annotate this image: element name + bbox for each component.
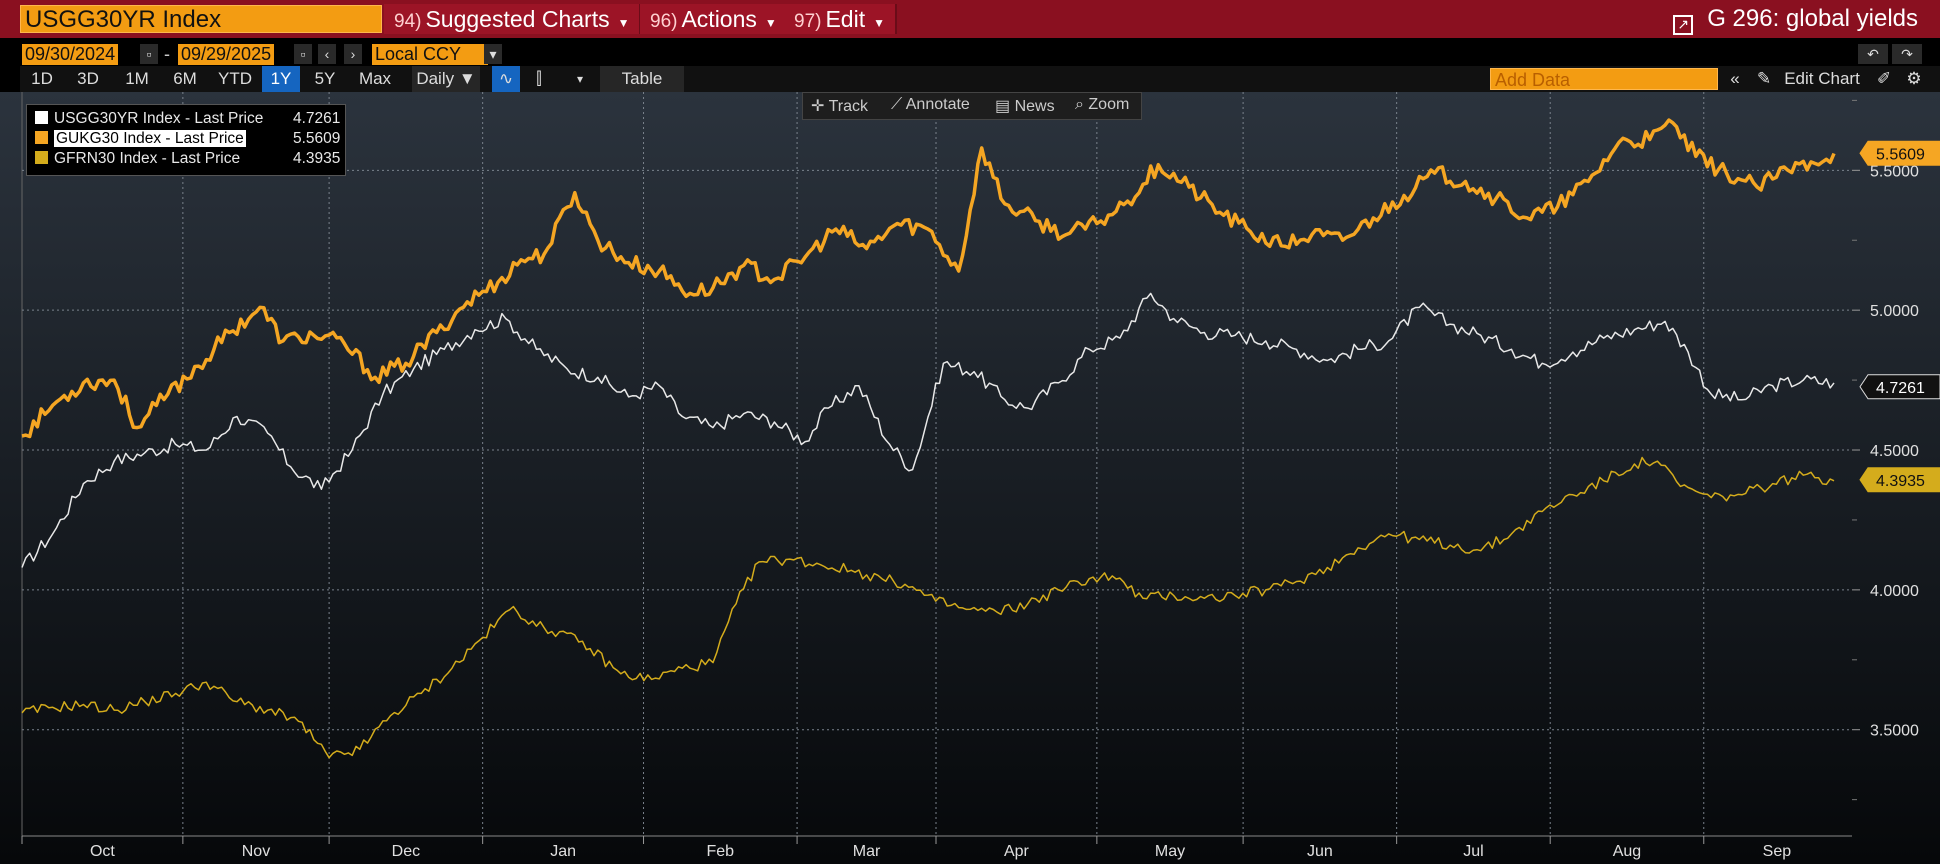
last-value-label: 4.3935 <box>1876 473 1925 490</box>
table-button[interactable]: Table <box>600 66 684 92</box>
last-value-tag: 4.7261 <box>1859 374 1940 400</box>
chart-title-area: ↗ G 296: global yields <box>1673 4 1918 35</box>
x-tick-label: Oct <box>90 843 115 860</box>
last-value-label: 4.7261 <box>1876 380 1925 397</box>
add-data-input[interactable]: Add Data <box>1490 68 1718 90</box>
legend-value: 5.5609 <box>293 130 341 147</box>
frequency-select[interactable]: Daily ▼ <box>412 66 480 92</box>
legend-value: 4.7261 <box>293 110 341 127</box>
last-value-badge <box>1859 140 1940 166</box>
range-button-5y[interactable]: 5Y <box>314 69 336 88</box>
range-button-ytd[interactable]: YTD <box>218 69 252 88</box>
x-tick-label: Jan <box>550 843 576 860</box>
y-tick-label: 5.5000 <box>1870 163 1919 180</box>
toolbar-annotate[interactable]: ⟋ Annotate <box>891 96 970 113</box>
last-value-tag: 4.3935 <box>1859 467 1940 493</box>
legend-swatch <box>35 131 48 144</box>
candle-chart-icon[interactable]: ⫿ <box>536 69 542 88</box>
x-tick-label: May <box>1155 843 1185 860</box>
gear-icon[interactable]: ⚙ <box>1906 69 1922 88</box>
toolbar-news[interactable]: ▤ News <box>995 98 1055 115</box>
date-separator: - <box>164 44 170 64</box>
chart-legend: USGG30YR Index - Last Price 4.7261 GUKG30 … <box>26 104 346 176</box>
ticker-input[interactable]: USGG30YR Index <box>20 5 382 33</box>
legend-swatch <box>35 151 48 164</box>
suggested-charts-menu[interactable]: 94) Suggested Charts ▼ <box>384 4 642 34</box>
legend-swatch <box>35 111 48 124</box>
y-tick-label: 4.5000 <box>1870 443 1919 460</box>
legend-entry[interactable]: GFRN30 Index - Last Price 4.3935 <box>35 149 340 169</box>
range-button-1m[interactable]: 1M <box>125 69 149 88</box>
legend-label: GUKG30 Index - Last Price <box>54 130 246 147</box>
y-tick-label: 3.5000 <box>1870 723 1919 740</box>
last-value-label: 5.5609 <box>1876 146 1925 163</box>
menu-number: 94) <box>394 11 422 32</box>
yield-chart[interactable]: 3.5000 4.0000 4.5000 5.0000 5.5000 Oct Nov Dec J… <box>0 92 1940 864</box>
menu-label: Suggested Charts <box>425 6 610 32</box>
series-line <box>21 292 1835 568</box>
toolbar-zoom[interactable]: ⌕ Zoom <box>1075 96 1130 113</box>
chevron-down-icon[interactable]: ▾ <box>576 72 584 86</box>
end-date-field[interactable]: 09/29/2025 <box>178 44 275 65</box>
range-button-6m[interactable]: 6M <box>173 69 197 88</box>
range-button-1d[interactable]: 1D <box>31 69 53 88</box>
series-line <box>21 456 1835 759</box>
last-value-tag: 5.5609 <box>1859 140 1940 166</box>
edit-menu[interactable]: 97) Edit ▼ <box>784 4 897 34</box>
start-date-field[interactable]: 09/30/2024 <box>22 44 119 65</box>
caret-down-icon: ▼ <box>764 16 777 30</box>
x-tick-label: Feb <box>707 843 735 860</box>
x-tick-label: Jun <box>1307 843 1333 860</box>
y-tick-label: 4.0000 <box>1870 583 1919 600</box>
x-tick-label: Dec <box>392 843 420 860</box>
calendar-icon[interactable]: ▫ <box>294 44 312 64</box>
undo-icon[interactable]: ↶ <box>1858 44 1888 64</box>
y-tick-label: 5.0000 <box>1870 303 1919 320</box>
menu-number: 96) <box>650 11 678 32</box>
range-button-3d[interactable]: 3D <box>77 69 99 88</box>
pencil-icon[interactable]: ✎ <box>1756 69 1772 88</box>
last-value-badge <box>1859 374 1940 400</box>
x-tick-label: Mar <box>853 843 881 860</box>
legend-label: USGG30YR Index - Last Price <box>54 110 264 127</box>
caret-down-icon: ▼ <box>617 16 630 30</box>
legend-entry[interactable]: GUKG30 Index - Last Price 5.5609 <box>35 129 340 149</box>
legend-value: 4.3935 <box>293 150 341 167</box>
x-tick-label: Aug <box>1613 843 1641 860</box>
x-tick-label: Apr <box>1004 843 1030 860</box>
external-link-icon[interactable]: ↗ <box>1673 15 1694 35</box>
collapse-icon[interactable]: « <box>1730 69 1740 88</box>
line-chart-icon[interactable]: ∿ <box>492 66 520 92</box>
chart-toolbar: ✛ Track ⟋ Annotate ▤ News ⌕ Zoom <box>802 92 1142 120</box>
range-button-1y[interactable]: 1Y <box>262 66 300 92</box>
x-tick-label: Jul <box>1463 843 1483 860</box>
menu-number: 97) <box>794 11 822 32</box>
x-tick-label: Nov <box>242 843 270 860</box>
next-period-button[interactable]: › <box>344 44 362 64</box>
series-line <box>21 118 1836 439</box>
currency-select[interactable]: Local CCY <box>372 44 488 65</box>
menu-label: Actions <box>681 6 757 32</box>
chart-title: G 296: global yields <box>1707 5 1918 32</box>
chevron-down-icon[interactable]: ▾ <box>484 44 502 64</box>
prev-period-button[interactable]: ‹ <box>318 44 336 64</box>
x-tick-label: Sep <box>1763 843 1792 860</box>
caret-down-icon: ▼ <box>873 16 885 30</box>
redo-icon[interactable]: ↷ <box>1892 44 1922 64</box>
calendar-icon[interactable]: ▫ <box>140 44 158 64</box>
last-value-badge <box>1859 467 1940 493</box>
actions-menu[interactable]: 96) Actions ▼ <box>640 4 789 34</box>
range-button-max[interactable]: Max <box>358 69 392 88</box>
toolbar-track[interactable]: ✛ Track <box>811 98 868 115</box>
edit-chart-button[interactable]: Edit Chart <box>1784 69 1860 88</box>
legend-label: GFRN30 Index - Last Price <box>54 150 241 167</box>
menu-label: Edit <box>825 6 866 32</box>
legend-entry[interactable]: USGG30YR Index - Last Price 4.7261 <box>35 109 340 129</box>
edit-settings-icon[interactable]: ✐ <box>1876 69 1892 88</box>
